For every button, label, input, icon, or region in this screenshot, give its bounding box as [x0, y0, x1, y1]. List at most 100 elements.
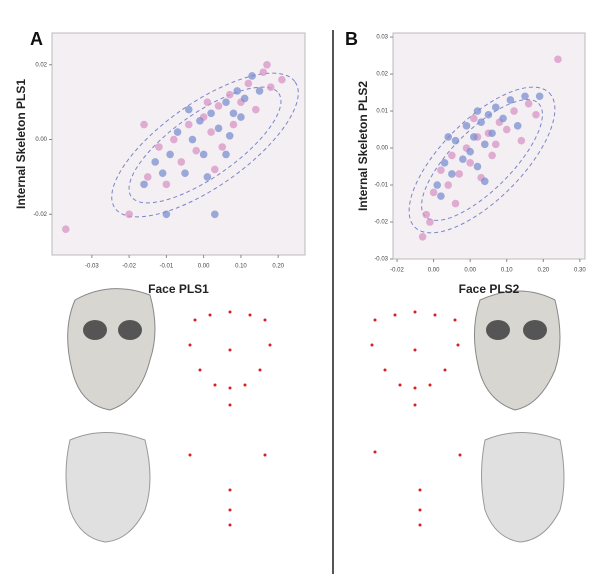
- point: [521, 92, 529, 101]
- face: [481, 432, 565, 543]
- renderings: [65, 288, 565, 543]
- point: [233, 87, 241, 95]
- x-tick-label: 0.00: [198, 264, 210, 270]
- confidence-ellipse: [111, 72, 299, 218]
- confidence-ellipse: [421, 99, 543, 221]
- point: [422, 210, 431, 219]
- point: [184, 120, 193, 129]
- point: [266, 83, 275, 91]
- point: [477, 118, 485, 126]
- x-tick-label: 0.20: [537, 268, 549, 274]
- point: [502, 125, 511, 134]
- point: [244, 79, 253, 88]
- skull: [67, 288, 156, 411]
- point: [535, 92, 544, 101]
- point: [255, 87, 264, 95]
- point: [444, 133, 453, 141]
- point: [488, 129, 496, 138]
- point: [237, 113, 245, 121]
- x-tick-label: 0.00: [428, 268, 440, 274]
- point: [462, 122, 471, 130]
- y-tick-label: 0.00: [376, 146, 388, 152]
- point: [240, 94, 249, 103]
- panel-label: B: [345, 29, 358, 49]
- point: [188, 135, 197, 144]
- confidence-ellipse: [408, 86, 556, 234]
- skull: [473, 290, 561, 411]
- point: [554, 55, 562, 64]
- y-tick-label: -0.02: [374, 220, 388, 226]
- point: [473, 107, 482, 115]
- point: [473, 162, 482, 171]
- point: [211, 165, 219, 174]
- y-axis-label: Internal Skeleton PLS1: [14, 79, 28, 209]
- point: [513, 122, 522, 130]
- point: [61, 225, 70, 234]
- point: [451, 136, 460, 145]
- y-tick-label: -0.03: [374, 257, 388, 263]
- point: [192, 146, 200, 155]
- point: [203, 173, 212, 181]
- y-axis-label: Internal Skeleton PLS2: [356, 81, 370, 211]
- point: [214, 124, 223, 133]
- x-tick-label: -0.02: [122, 264, 136, 270]
- x-axis-label: Face PLS1: [148, 282, 209, 296]
- y-tick-label: 0.01: [376, 109, 388, 115]
- point: [278, 75, 286, 84]
- point: [448, 151, 456, 160]
- y-tick-label: -0.02: [33, 212, 47, 218]
- point: [203, 98, 212, 106]
- landmarks: [188, 310, 462, 527]
- point: [499, 114, 507, 123]
- point: [125, 210, 133, 219]
- point: [225, 90, 234, 99]
- point: [437, 192, 445, 200]
- point: [484, 110, 493, 119]
- y-tick-label: 0.02: [376, 72, 388, 78]
- point: [455, 170, 463, 178]
- point: [433, 181, 442, 189]
- skull-eye: [118, 320, 142, 340]
- point: [444, 181, 453, 189]
- point: [426, 218, 434, 226]
- x-tick-label: 0.10: [501, 268, 513, 274]
- point: [229, 109, 238, 118]
- skull-eye: [523, 320, 547, 340]
- point: [459, 155, 467, 163]
- skull-eye: [486, 320, 510, 340]
- x-tick-label: 0.00: [464, 268, 476, 274]
- point: [199, 150, 208, 159]
- x-tick-label: 0.10: [235, 264, 247, 270]
- skull-eye: [83, 320, 107, 340]
- point: [429, 188, 438, 197]
- point: [140, 180, 148, 189]
- point: [532, 110, 540, 119]
- panel-label: A: [30, 29, 43, 49]
- point: [418, 233, 427, 241]
- x-tick-label: -0.02: [390, 268, 404, 274]
- point: [491, 103, 500, 112]
- x-tick-label: 0.20: [272, 264, 284, 270]
- point: [222, 98, 230, 106]
- point: [143, 173, 152, 181]
- point: [491, 140, 500, 149]
- point: [207, 109, 215, 118]
- point: [470, 133, 478, 141]
- point: [184, 105, 193, 114]
- point: [151, 158, 160, 166]
- point: [196, 117, 204, 125]
- point: [488, 151, 496, 160]
- point: [170, 135, 178, 144]
- point: [470, 114, 478, 123]
- point: [222, 150, 230, 159]
- face: [65, 432, 151, 543]
- x-tick-label: 0.30: [574, 268, 586, 274]
- y-tick-label: 0.03: [376, 35, 388, 41]
- plot-area: [392, 32, 586, 260]
- point: [155, 143, 163, 151]
- point: [158, 169, 167, 177]
- point: [248, 72, 256, 80]
- x-tick-label: -0.01: [160, 264, 174, 270]
- point: [448, 170, 456, 178]
